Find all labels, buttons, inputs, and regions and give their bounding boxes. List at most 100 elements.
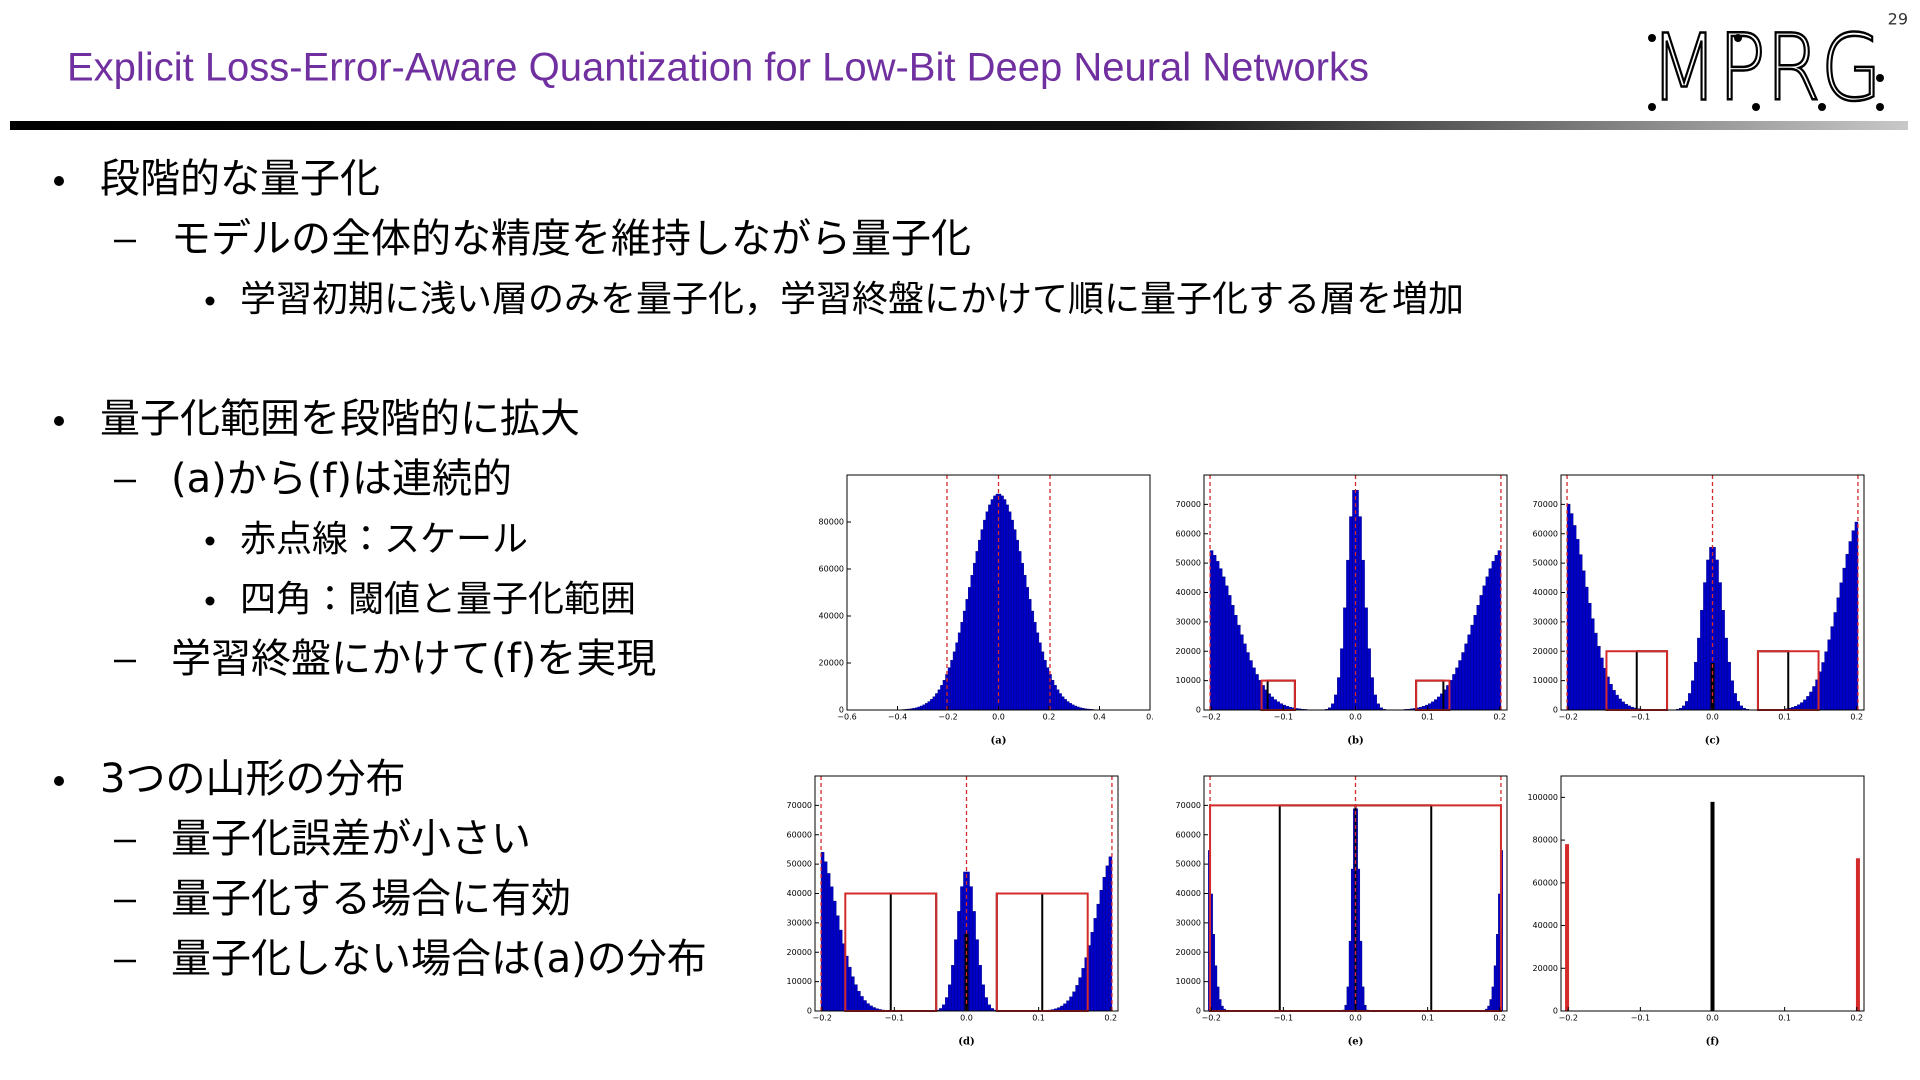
histogram-bar (1479, 595, 1483, 711)
histogram-bar (962, 610, 966, 711)
histogram-bar (1056, 689, 1060, 711)
bullet-text: 学習終盤にかけて(f)を実現 (171, 636, 656, 682)
y-tick-label: 20000 (1176, 647, 1201, 656)
histogram-bar (1491, 986, 1495, 1012)
histogram-bar (1096, 903, 1101, 1012)
histogram-bar (836, 915, 840, 1012)
histogram-bar (950, 659, 954, 711)
histogram-bar (1839, 582, 1843, 711)
histogram-bar (1591, 618, 1595, 711)
histogram-bar (1609, 684, 1613, 711)
histogram-bar (848, 966, 852, 1012)
histogram-bar (1836, 597, 1840, 711)
x-tick-label: −0.4 (888, 713, 907, 722)
histogram-bar (1346, 559, 1350, 711)
histogram-bar (935, 693, 939, 711)
histogram-bar (1043, 659, 1047, 711)
histogram-bar (957, 911, 961, 1012)
bullet-dot (205, 596, 215, 606)
histogram-bar (1848, 541, 1853, 711)
x-tick-label: 0.2 (1104, 1014, 1117, 1023)
y-tick-label: 30000 (1533, 617, 1558, 626)
histogram-bar (1572, 525, 1577, 711)
histogram-bar (1015, 539, 1019, 711)
y-tick-label: 50000 (1176, 559, 1201, 568)
bullet-dot (54, 176, 64, 186)
y-tick-label: 60000 (1176, 529, 1201, 538)
histogram-panel: −0.2 −0.1 0.0 0.1 0.2 0 10000 20000 30000 40000 50… (1533, 474, 1865, 747)
panel-label: (f) (1706, 1037, 1720, 1048)
y-tick-label: 20000 (787, 948, 812, 957)
x-tick-label: −0.1 (1631, 1014, 1650, 1023)
x-tick-label: 0.2 (1850, 1014, 1863, 1023)
y-tick-label: 40000 (1533, 921, 1558, 930)
logo-dot (1752, 103, 1760, 111)
histogram-bar (1036, 632, 1040, 711)
histogram-bar (1470, 624, 1474, 711)
histogram-bar (1736, 701, 1740, 711)
x-tick-label: 0.2 (1493, 1014, 1506, 1023)
histogram-bar (1018, 551, 1022, 711)
panel-label: (b) (1347, 736, 1363, 747)
panel-label: (a) (991, 736, 1007, 747)
histogram-bar (1218, 999, 1222, 1012)
histogram-bar (954, 939, 958, 1012)
histogram-bar (987, 1004, 991, 1012)
x-tick-label: 0.1 (1032, 1014, 1045, 1023)
histogram-bar (1337, 677, 1341, 711)
logo-dot (1734, 34, 1742, 42)
x-tick-label: −0.2 (1201, 1014, 1220, 1023)
y-tick-label: 100000 (1527, 793, 1558, 802)
histogram-bar (975, 551, 979, 711)
logo-dot (1648, 103, 1656, 111)
bullet-dot (205, 536, 215, 546)
histogram-bar (1600, 657, 1604, 711)
histogram-bar (1346, 986, 1350, 1012)
bullet-text: 四角：閾値と量子化範囲 (240, 579, 636, 620)
histogram-bar (1105, 865, 1110, 1012)
histogram-bar (1061, 696, 1065, 711)
histogram-bar (1081, 968, 1085, 1012)
histogram-bar (860, 996, 864, 1012)
histogram-bar (1578, 554, 1583, 711)
histogram-bar (1273, 699, 1277, 711)
x-tick-label: 0.2 (1493, 713, 1506, 722)
histogram-panel: −0.2 −0.1 0.0 0.1 0.2 0 20000 40000 60000 80000 10… (1527, 775, 1865, 1048)
histogram-bar (1485, 576, 1490, 711)
histogram-bar (1621, 701, 1625, 711)
histogram-bar (1072, 991, 1076, 1012)
histogram-bar (942, 1004, 946, 1012)
histogram-bar (1495, 934, 1499, 1012)
y-tick-label: 40000 (787, 889, 812, 898)
histogram-bar (1228, 595, 1232, 711)
histogram-bar (1473, 615, 1477, 711)
histogram-bar (1361, 559, 1365, 711)
x-tick-label: −0.2 (1558, 713, 1577, 722)
histogram-bar (1370, 677, 1374, 711)
histogram-bar (972, 911, 976, 1012)
bullet-text: (a)から(f)は連続的 (171, 456, 512, 502)
histogram-bar (1452, 674, 1456, 711)
x-tick-label: 0.2 (1850, 713, 1863, 722)
histogram-bar (1821, 662, 1825, 711)
histogram-bar (1352, 490, 1356, 711)
histogram-bar (1063, 699, 1067, 711)
histogram-bar (1685, 701, 1689, 711)
bullet-text: 赤点線：スケール (240, 519, 528, 560)
histogram-bar (1715, 559, 1719, 711)
x-tick-label: 0.0 (1706, 1014, 1719, 1023)
histogram-bar (1350, 868, 1354, 1012)
histogram-bar (1240, 634, 1244, 711)
histogram-bar (1214, 965, 1218, 1012)
histogram-bar (1842, 567, 1847, 711)
x-tick-label: −0.2 (812, 1014, 831, 1023)
y-tick-label: 0 (1196, 706, 1201, 715)
y-tick-label: 80000 (819, 518, 844, 527)
y-tick-label: 20000 (1533, 647, 1558, 656)
histogram-bar (1348, 940, 1352, 1012)
histogram-bar (1023, 575, 1027, 711)
histogram-bar (988, 504, 992, 711)
histogram-bar (1458, 660, 1462, 711)
histogram-bar (1069, 996, 1073, 1012)
histogram-bar (1359, 940, 1363, 1012)
